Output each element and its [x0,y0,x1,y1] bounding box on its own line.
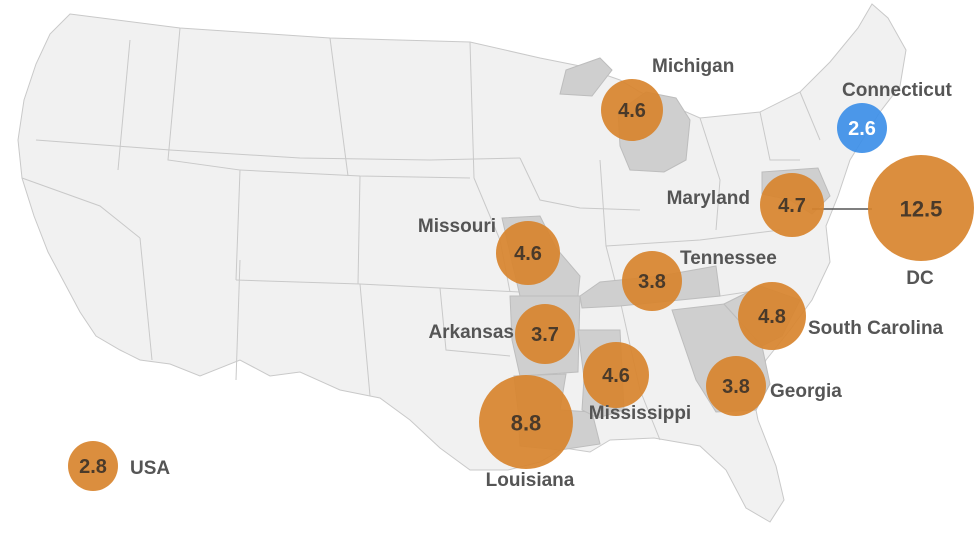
louisiana-bubble [479,375,573,469]
connecticut-value: 2.6 [848,118,876,140]
connecticut-bubble [837,103,887,153]
arkansas-label: Arkansas [428,322,514,343]
michigan-bubble [601,79,663,141]
legend-bubble [68,441,118,491]
south-carolina-label: South Carolina [808,318,944,339]
missouri-value: 4.6 [514,243,542,265]
legend-label: USA [130,458,170,479]
georgia-marker: 3.8 Georgia [706,356,842,416]
michigan-marker: 4.6 Michigan [601,56,734,141]
tennessee-value: 3.8 [638,271,666,293]
missouri-marker: 4.6 Missouri [418,216,560,285]
legend: 2.8 USA [68,441,170,491]
mississippi-bubble [583,342,649,408]
tennessee-marker: 3.8 Tennessee [622,248,777,311]
legend-value: 2.8 [79,456,107,478]
maryland-bubble [760,173,824,237]
arkansas-marker: 3.7 Arkansas [428,304,575,364]
mississippi-marker: 4.6 Mississippi [583,342,691,424]
missouri-bubble [496,221,560,285]
dc-marker: 12.5 DC [868,155,974,289]
louisiana-marker: 8.8 Louisiana [479,375,575,491]
dc-bubble [868,155,974,261]
connecticut-label: Connecticut [842,80,952,101]
connecticut-marker: 2.6 Connecticut [837,80,952,153]
mississippi-label: Mississippi [589,403,691,424]
dc-label: DC [906,268,934,289]
mississippi-value: 4.6 [602,365,630,387]
louisiana-label: Louisiana [486,470,575,491]
missouri-label: Missouri [418,216,496,237]
south-carolina-value: 4.8 [758,306,786,328]
maryland-value: 4.7 [778,195,806,217]
arkansas-value: 3.7 [531,324,559,346]
tennessee-label: Tennessee [680,248,777,269]
michigan-value: 4.6 [618,100,646,122]
south-carolina-bubble [738,282,806,350]
georgia-bubble [706,356,766,416]
georgia-value: 3.8 [722,376,750,398]
georgia-label: Georgia [770,381,842,402]
markers-layer: 4.6 Michigan 2.6 Connecticut 4.7 Maryland 12.5… [68,56,974,491]
michigan-label: Michigan [652,56,734,77]
arkansas-bubble [515,304,575,364]
maryland-marker: 4.7 Maryland [667,173,824,237]
tennessee-bubble [622,251,682,311]
south-carolina-marker: 4.8 South Carolina [738,282,944,350]
louisiana-value: 8.8 [511,411,542,436]
maryland-label: Maryland [667,188,750,209]
dc-value: 12.5 [900,197,943,222]
